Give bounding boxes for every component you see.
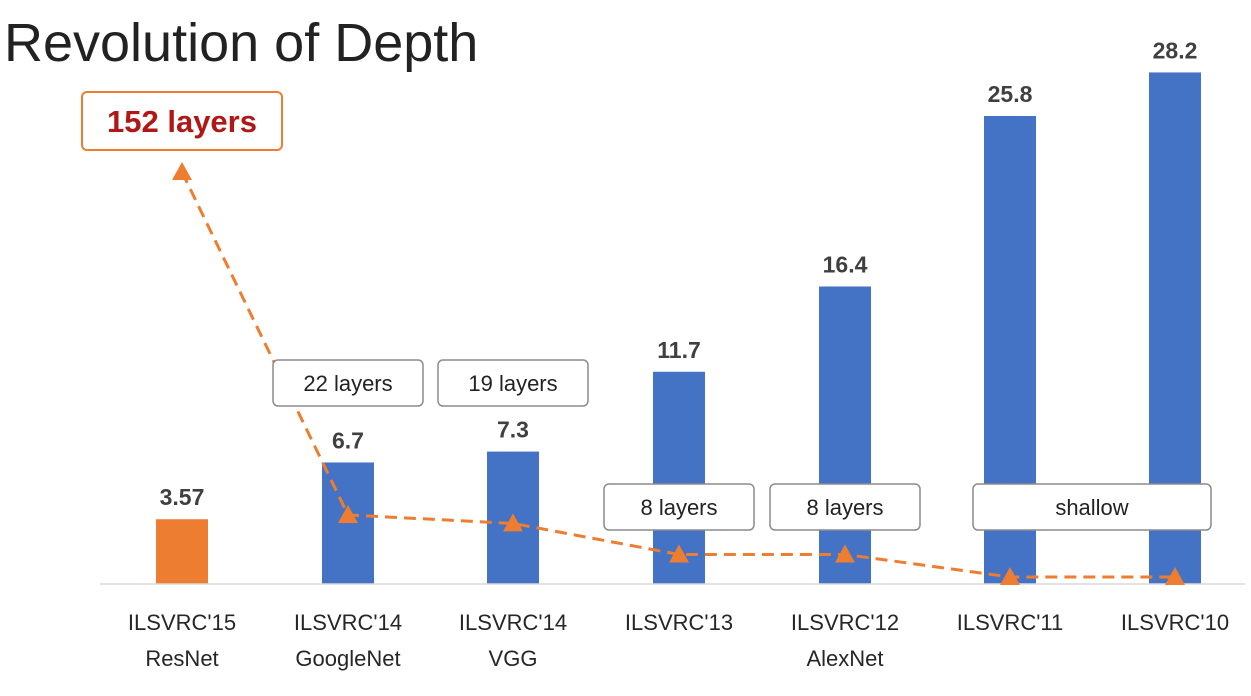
layer-label: 8 layers — [640, 495, 717, 520]
category-tick-label: AlexNet — [806, 646, 883, 671]
category-tick-label: ResNet — [145, 646, 218, 671]
layer-box — [603, 483, 755, 531]
chart-title: Revolution of Depth — [4, 13, 478, 73]
category-tick-label: ILSVRC'10 — [1121, 610, 1229, 635]
category-tick-label: ILSVRC'14 — [294, 610, 402, 635]
resnet-layers-label: 152 layers — [107, 104, 257, 139]
layer-box — [972, 483, 1212, 531]
depth-marker — [1165, 567, 1185, 585]
layer-box — [769, 483, 921, 531]
depth-marker — [503, 513, 523, 532]
depth-marker — [835, 544, 855, 563]
depth-marker — [338, 504, 358, 523]
layer-label: 8 layers — [806, 495, 883, 520]
layer-box — [272, 359, 424, 407]
bar — [322, 462, 374, 584]
layer-label: shallow — [1055, 495, 1128, 520]
layer-labels: 152 layers 22 layers 19 layers 8 layers 8 la… — [81, 91, 1212, 531]
depth-marker — [669, 544, 689, 563]
depth-marker — [172, 162, 192, 180]
bar-value-label: 6.7 — [332, 427, 364, 453]
resnet-layers-box — [81, 91, 283, 151]
category-labels: ILSVRC'15 ResNet ILSVRC'14 GoogleNet ILSVRC'… — [128, 610, 1229, 671]
bar-value-label: 11.7 — [657, 337, 701, 363]
bar — [156, 519, 208, 584]
layer-box — [437, 359, 589, 407]
bar-value-label: 16.4 — [823, 252, 868, 278]
category-tick-label: VGG — [489, 646, 538, 671]
depth-markers — [172, 162, 1185, 585]
bar-value-label: 25.8 — [988, 81, 1033, 107]
depth-marker — [1000, 567, 1020, 585]
category-tick-label: ILSVRC'13 — [625, 610, 733, 635]
category-tick-label: ILSVRC'15 — [128, 610, 236, 635]
layer-label: 22 layers — [303, 371, 392, 396]
category-tick-label: ILSVRC'12 — [791, 610, 899, 635]
category-tick-label: GoogleNet — [295, 646, 400, 671]
bar-value-label: 3.57 — [160, 484, 205, 510]
value-labels: 3.57 6.7 7.3 11.7 16.4 25.8 28.2 — [160, 37, 1198, 510]
bar-value-label: 28.2 — [1153, 37, 1198, 63]
category-tick-label: ILSVRC'11 — [957, 610, 1064, 635]
category-tick-label: ILSVRC'14 — [459, 610, 567, 635]
bar-value-label: 7.3 — [497, 417, 529, 443]
layer-label: 19 layers — [468, 371, 557, 396]
bars — [156, 72, 1201, 585]
bar — [819, 286, 871, 584]
